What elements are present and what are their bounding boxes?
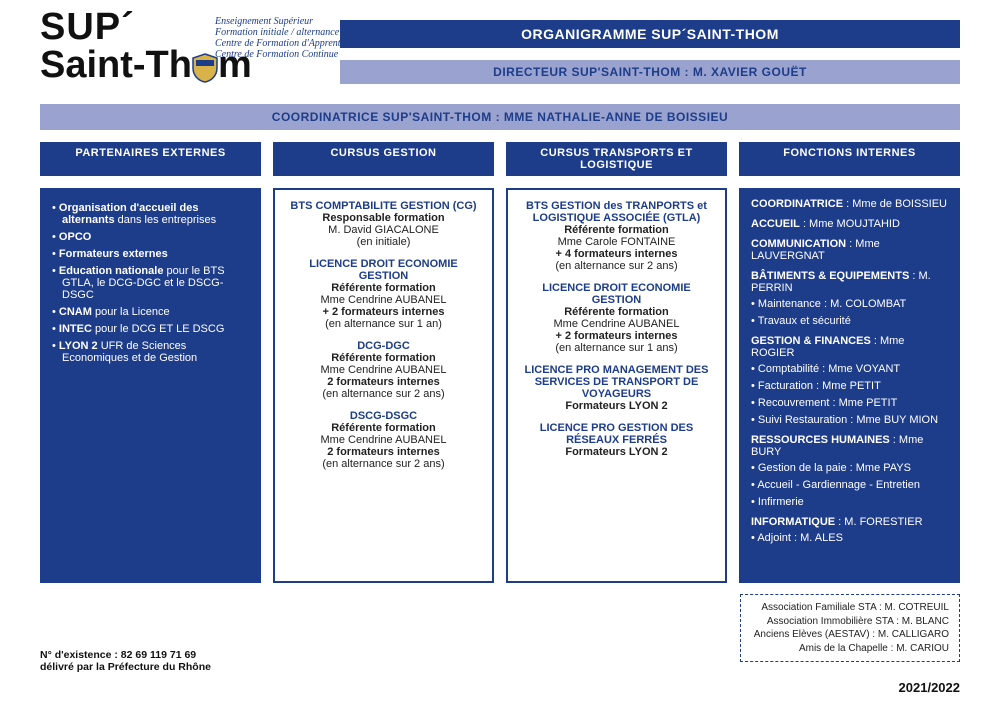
- columns-row-boxes: Organisation d'accueil des alternants da…: [40, 188, 960, 583]
- assoc-line: Association Familiale STA : M. COTREUIL: [751, 601, 949, 615]
- partners-item: OPCO: [52, 231, 249, 243]
- program-bts-gtla: BTS GESTION des TRANPORTS et LOGISTIQUE …: [518, 200, 715, 272]
- list-item: Adjoint : M. ALES: [751, 532, 948, 544]
- list-item: Facturation : Mme PETIT: [751, 380, 948, 392]
- col-header-gestion: CURSUS GESTION: [273, 142, 494, 176]
- role-rh: RESSOURCES HUMAINES : Mme BURY Gestion d…: [751, 434, 948, 508]
- associations-box: Association Familiale STA : M. COTREUIL …: [740, 594, 960, 662]
- footer-num-line2: délivré par la Préfecture du Rhône: [40, 661, 211, 673]
- director-bar: DIRECTEUR SUP'SAINT-THOM : M. XAVIER GOU…: [340, 60, 960, 84]
- program-licence-deg-t: LICENCE DROIT ECONOMIE GESTION Référente…: [518, 282, 715, 354]
- functions-box: COORDINATRICE : Mme de BOISSIEU ACCUEIL …: [739, 188, 960, 583]
- columns-row-headers: PARTENAIRES EXTERNES CURSUS GESTION CURS…: [40, 142, 960, 176]
- list-item: Maintenance : M. COLOMBAT: [751, 298, 948, 310]
- footer-year: 2021/2022: [899, 680, 960, 695]
- program-dcg: DCG-DGC Référente formation Mme Cendrine…: [285, 340, 482, 400]
- col-header-transport: CURSUS TRANSPORTS ET LOGISTIQUE: [506, 142, 727, 176]
- program-bts-cg: BTS COMPTABILITE GESTION (CG) Responsabl…: [285, 200, 482, 248]
- tagline-4: Centre de Formation Continue: [215, 49, 370, 60]
- role-batiments: BÂTIMENTS & EQUIPEMENTS : M. PERRIN Main…: [751, 270, 948, 327]
- footer-num-line1: N° d'existence : 82 69 119 71 69: [40, 649, 196, 661]
- partners-item: CNAM pour la Licence: [52, 306, 249, 318]
- role-finances: GESTION & FINANCES : Mme ROGIER Comptabi…: [751, 335, 948, 426]
- header: SUP´ Saint-Thm Enseignement Supérieur Fo…: [0, 0, 1000, 98]
- coordinator-bar: COORDINATRICE SUP'SAINT-THOM : MME NATHA…: [40, 104, 960, 130]
- role-comm: COMMUNICATION : Mme LAUVERGNAT: [751, 238, 948, 262]
- program-licence-deg: LICENCE DROIT ECONOMIE GESTION Référente…: [285, 258, 482, 330]
- role-coord: COORDINATRICE : Mme de BOISSIEU: [751, 198, 948, 210]
- list-item: Recouvrement : Mme PETIT: [751, 397, 948, 409]
- program-dscg: DSCG-DSGC Référente formation Mme Cendri…: [285, 410, 482, 470]
- list-item: Comptabilité : Mme VOYANT: [751, 363, 948, 375]
- partners-item: INTEC pour le DCG ET LE DSCG: [52, 323, 249, 335]
- assoc-line: Anciens Elèves (AESTAV) : M. CALLIGARO: [751, 628, 949, 642]
- partners-item: Education nationale pour le BTS GTLA, le…: [52, 265, 249, 301]
- partners-item: Formateurs externes: [52, 248, 249, 260]
- col-header-functions: FONCTIONS INTERNES: [739, 142, 960, 176]
- list-item: Infirmerie: [751, 496, 948, 508]
- transport-box: BTS GESTION des TRANPORTS et LOGISTIQUE …: [506, 188, 727, 583]
- footer-number: N° d'existence : 82 69 119 71 69 délivré…: [40, 649, 211, 673]
- partners-box: Organisation d'accueil des alternants da…: [40, 188, 261, 583]
- list-item: Travaux et sécurité: [751, 315, 948, 327]
- list-item: Accueil - Gardiennage - Entretien: [751, 479, 948, 491]
- logo: SUP´ Saint-Thm Enseignement Supérieur Fo…: [40, 10, 320, 93]
- role-info: INFORMATIQUE : M. FORESTIER Adjoint : M.…: [751, 516, 948, 544]
- col-header-partners: PARTENAIRES EXTERNES: [40, 142, 261, 176]
- logo-line2a: Saint-Th: [40, 44, 192, 86]
- partners-item: LYON 2 UFR de Sciences Economiques et de…: [52, 340, 249, 364]
- assoc-line: Amis de la Chapelle : M. CARIOU: [751, 642, 949, 656]
- partners-item: Organisation d'accueil des alternants da…: [52, 202, 249, 226]
- gestion-box: BTS COMPTABILITE GESTION (CG) Responsabl…: [273, 188, 494, 583]
- program-licence-pro-voy: LICENCE PRO MANAGEMENT DES SERVICES DE T…: [518, 364, 715, 412]
- assoc-line: Association Immobilière STA : M. BLANC: [751, 615, 949, 629]
- list-item: Suivi Restauration : Mme BUY MION: [751, 414, 948, 426]
- title-bar: ORGANIGRAMME SUP´SAINT-THOM: [340, 20, 960, 48]
- program-licence-pro-ferres: LICENCE PRO GESTION DES RÉSEAUX FERRÉS F…: [518, 422, 715, 458]
- role-accueil: ACCUEIL : Mme MOUJTAHID: [751, 218, 948, 230]
- list-item: Gestion de la paie : Mme PAYS: [751, 462, 948, 474]
